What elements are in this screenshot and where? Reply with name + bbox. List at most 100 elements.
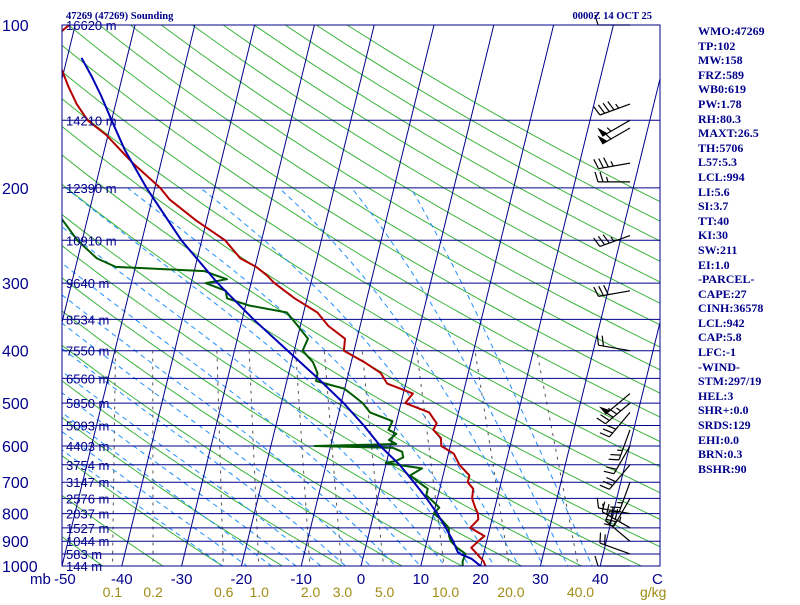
height-label: 10910 m — [66, 233, 117, 248]
wind-barb-half — [607, 177, 609, 182]
dry-adiabat-line — [37, 25, 800, 578]
index-item: TH:5706 — [698, 141, 798, 156]
moist-adiabat-line — [0, 188, 262, 578]
wind-barb-full — [595, 556, 598, 566]
moist-adiabat-line — [0, 188, 239, 578]
dry-adiabat-line — [0, 25, 800, 578]
wind-barb-full — [603, 429, 613, 433]
index-item: HEL:3 — [698, 389, 798, 404]
pressure-tick-label: 800 — [2, 507, 29, 524]
dry-adiabat-line — [0, 25, 423, 578]
wind-barb-full — [602, 336, 603, 346]
wind-barb-half — [616, 104, 619, 108]
wind-barb-full — [594, 107, 600, 115]
wind-barb-full — [610, 455, 620, 456]
index-item: RH:80.3 — [698, 112, 798, 127]
pressure-tick-label: 900 — [2, 534, 29, 551]
mixing-ratio-label: 1.0 — [250, 584, 270, 600]
index-item: WMO:47269 — [698, 24, 798, 39]
height-label: 2576 m — [66, 491, 109, 506]
wind-barb-half — [607, 128, 611, 132]
index-item: CINH:36578 — [698, 301, 798, 316]
height-label: 5093 m — [66, 419, 109, 434]
pressure-tick-label: 200 — [2, 181, 29, 198]
index-item: MW:158 — [698, 53, 798, 68]
wind-barb-full — [609, 459, 619, 460]
index-item: LCL:942 — [698, 316, 798, 331]
pressure-tick-label: 300 — [2, 276, 29, 293]
mb-axis-label: mb — [30, 571, 51, 588]
temp-tick-label: 20 — [472, 571, 489, 588]
dry-adiabat-line — [0, 25, 362, 578]
index-item: LFC:-1 — [698, 345, 798, 360]
wind-barb-full — [606, 478, 616, 482]
mixing-ratio-line — [112, 351, 115, 578]
wind-barb-full — [597, 498, 598, 508]
dry-adiabat-line — [0, 25, 301, 578]
mixing-ratio-line — [296, 351, 311, 578]
isotherm-line — [0, 20, 76, 577]
pressure-tick-label: 100 — [2, 18, 29, 35]
index-item: KI:30 — [698, 228, 798, 243]
index-item: MAXT:26.5 — [698, 126, 798, 141]
index-item: SHR+:0.0 — [698, 403, 798, 418]
dry-adiabat-line — [0, 25, 787, 578]
mixing-ratio-label: 20.0 — [497, 584, 524, 600]
isotherm-line — [0, 20, 17, 577]
index-item: EHI:0.0 — [698, 433, 798, 448]
index-item: L57:5.3 — [698, 155, 798, 170]
pressure-tick-label: 600 — [2, 439, 29, 456]
temp-tick-label: 30 — [532, 571, 549, 588]
height-label: 14210 m — [66, 113, 117, 128]
height-label: 4403 m — [66, 439, 109, 454]
wind-barb-flag — [597, 135, 607, 144]
wind-barb-full — [604, 158, 609, 167]
dry-adiabat-line — [6, 25, 800, 578]
index-item: BRN:0.3 — [698, 447, 798, 462]
moist-adiabat-line — [352, 188, 574, 578]
wind-barb-full — [598, 105, 604, 113]
mixing-ratio-label: 2.0 — [301, 584, 321, 600]
moist-adiabat-line — [66, 188, 478, 578]
wind-barb-full — [603, 103, 609, 111]
isotherm-line — [538, 20, 675, 577]
wind-barb — [594, 158, 630, 169]
height-label: 2037 m — [66, 507, 109, 522]
isotherm-line — [478, 20, 615, 577]
mixing-ratio-label: 0.1 — [103, 584, 123, 600]
sounding-time: 0000Z 14 OCT 25 — [573, 11, 652, 22]
isotherm-line — [298, 20, 435, 577]
wind-barb-full — [610, 507, 620, 508]
wind-barb-full — [600, 485, 610, 489]
isotherm-lines — [0, 20, 794, 577]
temp-tick-label: 0 — [357, 571, 365, 588]
isotherm-line — [119, 20, 256, 577]
dry-adiabat-line — [0, 25, 241, 578]
mixing-ratio-label: 5.0 — [375, 584, 395, 600]
height-label: 7550 m — [66, 344, 109, 359]
index-item: PW:1.78 — [698, 97, 798, 112]
height-label: 12390 m — [66, 181, 117, 196]
pressure-tick-label: 700 — [2, 475, 29, 492]
wind-barb-full — [597, 418, 606, 424]
wind-barb-half — [620, 517, 621, 522]
station-title: 47269 (47269) Sounding — [66, 11, 174, 22]
temp-tick-label: 10 — [412, 571, 429, 588]
wind-barb — [597, 403, 630, 424]
mixing-ratio-label: 3.0 — [333, 584, 353, 600]
mixing-ratio-label: 0.2 — [143, 584, 163, 600]
wind-barb-half — [616, 408, 620, 411]
wind-barb-full — [600, 172, 603, 182]
isotherm-line — [418, 20, 555, 577]
wind-barb-full — [604, 285, 609, 294]
index-item: -PARCEL- — [698, 272, 798, 287]
index-item: TP:102 — [698, 39, 798, 54]
index-item: TT:40 — [698, 214, 798, 229]
wind-barb-full — [608, 101, 614, 109]
mixing-ratio-label: 40.0 — [567, 584, 594, 600]
temp-tick-label: -50 — [54, 571, 76, 588]
moist-adiabat-line — [0, 188, 406, 578]
index-item: LI:5.6 — [698, 185, 798, 200]
